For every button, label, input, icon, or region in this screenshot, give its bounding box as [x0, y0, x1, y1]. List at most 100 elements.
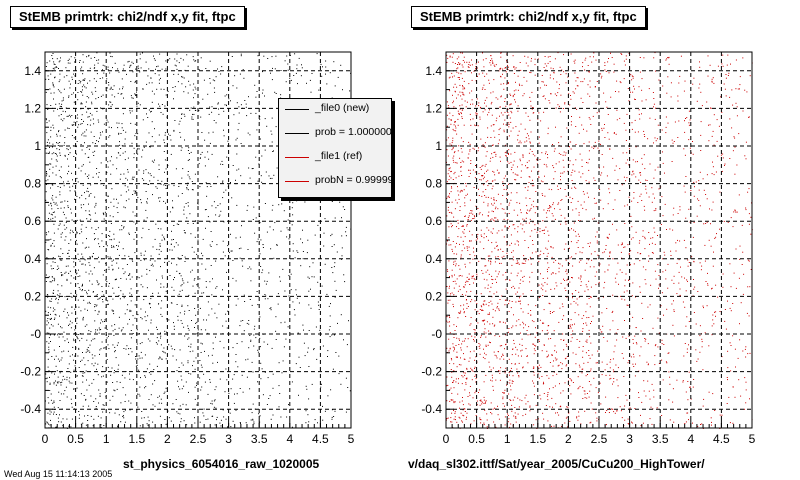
data-point: [731, 89, 733, 91]
data-point: [454, 411, 456, 413]
data-point: [210, 246, 212, 247]
data-point: [81, 134, 83, 136]
data-point: [490, 402, 492, 404]
data-point: [201, 292, 203, 294]
data-point: [52, 242, 54, 244]
data-point: [475, 390, 477, 392]
data-point: [678, 282, 680, 284]
data-point: [173, 328, 175, 330]
data-point: [180, 421, 182, 423]
data-point: [653, 57, 655, 59]
data-point: [732, 150, 734, 152]
data-point: [158, 82, 160, 84]
data-point: [471, 379, 473, 381]
data-point: [552, 406, 553, 408]
data-point: [174, 64, 176, 66]
data-point: [182, 59, 184, 61]
data-point: [175, 65, 177, 67]
data-point: [296, 64, 298, 66]
data-point: [82, 422, 84, 424]
data-point: [291, 426, 293, 428]
data-point: [157, 179, 159, 181]
data-point: [661, 359, 663, 361]
data-point: [509, 244, 511, 246]
data-point: [466, 367, 468, 369]
data-point: [503, 83, 505, 85]
data-point: [469, 404, 471, 406]
data-point: [151, 90, 153, 92]
data-point: [608, 408, 610, 409]
data-point: [248, 320, 250, 321]
data-point: [588, 317, 590, 318]
data-point: [455, 130, 457, 132]
data-point: [542, 195, 544, 196]
data-point: [448, 107, 450, 109]
data-point: [552, 375, 554, 377]
data-point: [331, 246, 333, 247]
data-point: [461, 383, 463, 385]
data-point: [181, 278, 183, 280]
data-point: [150, 322, 152, 324]
data-point: [576, 242, 578, 244]
data-point: [484, 358, 486, 360]
data-point: [60, 248, 62, 250]
data-point: [81, 103, 83, 105]
data-point: [160, 266, 161, 268]
data-point: [282, 268, 284, 270]
data-point: [123, 64, 125, 66]
data-point: [587, 259, 589, 261]
data-point: [501, 345, 503, 347]
data-point: [574, 312, 576, 314]
data-point: [158, 340, 160, 342]
data-point: [96, 368, 97, 370]
data-point: [720, 154, 722, 156]
data-point: [193, 113, 195, 115]
data-point: [462, 225, 464, 226]
data-point: [188, 337, 190, 339]
data-point: [62, 375, 64, 377]
data-point: [482, 59, 484, 61]
data-point: [616, 273, 618, 275]
data-point: [50, 411, 52, 413]
data-point: [658, 79, 660, 81]
data-point: [553, 425, 555, 427]
data-point: [155, 186, 157, 188]
data-point: [464, 372, 466, 374]
data-point: [569, 257, 571, 259]
data-point: [546, 166, 548, 168]
data-point: [201, 386, 203, 388]
data-point: [119, 154, 121, 156]
data-point: [493, 199, 495, 201]
data-point: [734, 348, 736, 350]
data-point: [560, 187, 561, 189]
data-point: [117, 202, 119, 204]
data-point: [727, 379, 728, 381]
data-point: [70, 208, 72, 210]
data-point: [514, 228, 516, 230]
data-point: [51, 205, 52, 207]
data-point: [124, 401, 126, 402]
data-point: [514, 99, 516, 101]
data-point: [564, 221, 566, 223]
data-point: [479, 118, 481, 120]
data-point: [144, 250, 146, 252]
data-point: [296, 294, 297, 296]
data-point: [614, 345, 616, 347]
data-point: [556, 95, 558, 97]
x-tick-label: 4.5: [312, 432, 329, 446]
data-point: [113, 259, 114, 261]
data-point: [89, 303, 91, 304]
data-point: [68, 249, 70, 251]
data-point: [223, 135, 225, 137]
data-point: [76, 243, 78, 245]
data-point: [642, 230, 644, 232]
data-point: [511, 382, 513, 384]
data-point: [561, 199, 563, 200]
data-point: [174, 90, 176, 92]
data-point: [45, 91, 47, 93]
data-point: [679, 288, 681, 290]
data-point: [575, 235, 577, 237]
data-point: [181, 322, 183, 324]
data-point: [53, 232, 55, 234]
data-point: [474, 336, 476, 338]
